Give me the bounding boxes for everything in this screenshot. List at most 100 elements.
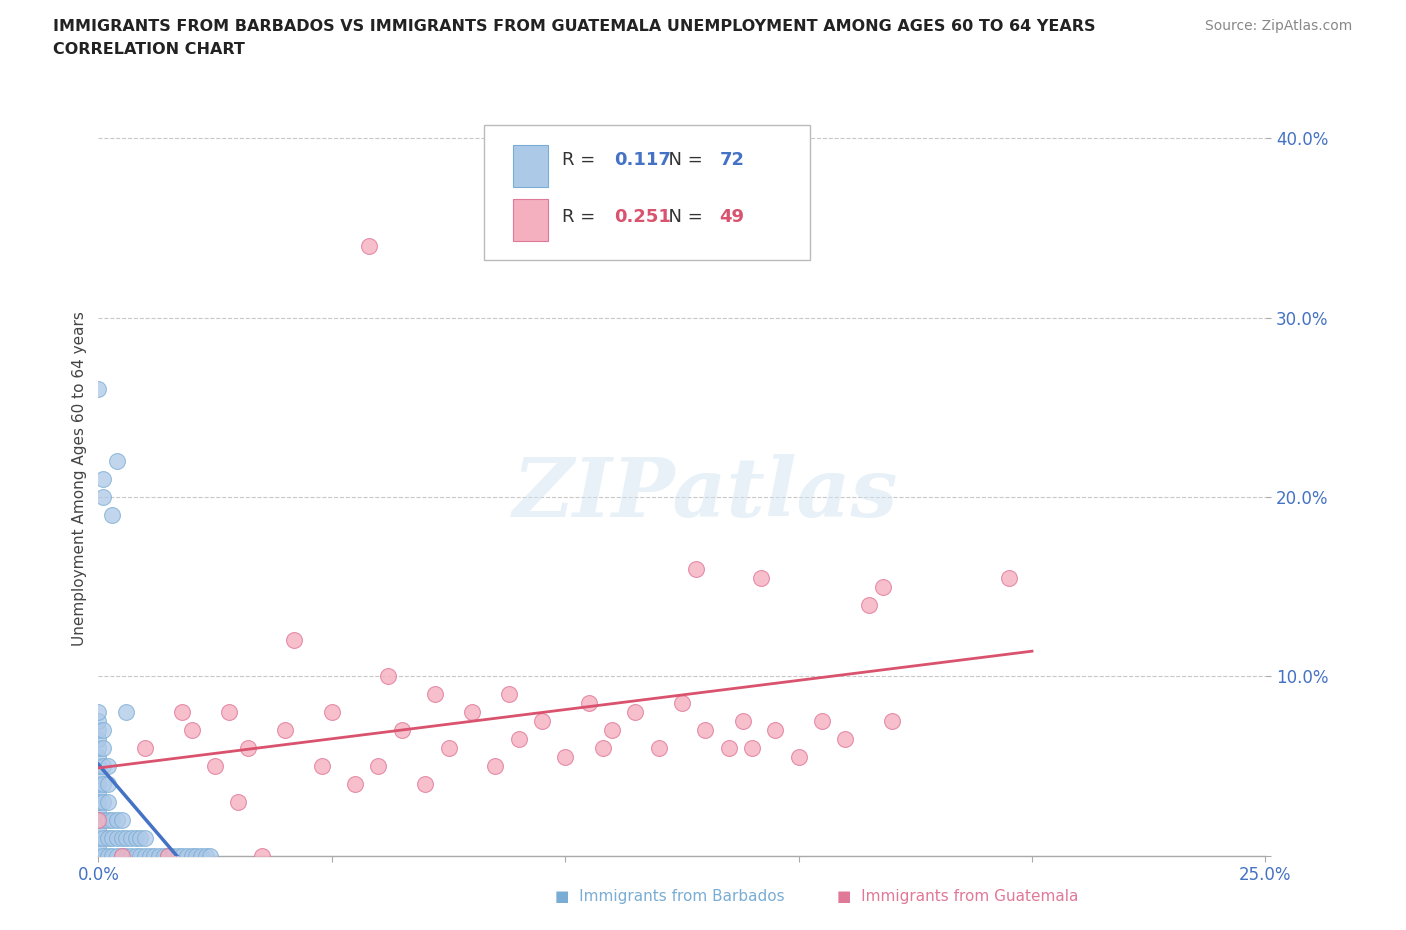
Point [685, 561, 707, 576]
Point [695, 723, 717, 737]
FancyBboxPatch shape [513, 145, 548, 187]
Point [91, 777, 114, 791]
Point [578, 696, 600, 711]
Point [125, 830, 148, 845]
Point [97, 848, 120, 863]
Point [763, 723, 786, 737]
Point [274, 723, 297, 737]
Point [190, 848, 212, 863]
Point [87, 705, 110, 720]
Point [111, 830, 134, 845]
Point [87, 812, 110, 827]
Point [87, 794, 110, 809]
Text: R =: R = [562, 152, 600, 169]
Point [129, 830, 152, 845]
Text: 49: 49 [720, 207, 744, 226]
Point [321, 705, 343, 720]
Point [461, 705, 484, 720]
Point [115, 848, 138, 863]
Point [87, 830, 110, 845]
FancyBboxPatch shape [484, 125, 810, 260]
FancyBboxPatch shape [513, 199, 548, 241]
Text: IMMIGRANTS FROM BARBADOS VS IMMIGRANTS FROM GUATEMALA UNEMPLOYMENT AMONG AGES 60: IMMIGRANTS FROM BARBADOS VS IMMIGRANTS F… [53, 19, 1095, 33]
Point [731, 713, 754, 728]
Point [87, 839, 110, 854]
Point [283, 633, 305, 648]
Point [129, 848, 152, 863]
Point [484, 759, 506, 774]
Point [437, 740, 460, 755]
Point [200, 848, 222, 863]
Point [647, 740, 669, 755]
Point [87, 804, 110, 818]
Point [172, 705, 194, 720]
Point [87, 382, 110, 397]
Point [87, 812, 110, 827]
Text: 72: 72 [720, 152, 744, 169]
Text: CORRELATION CHART: CORRELATION CHART [53, 42, 245, 57]
Point [250, 848, 273, 863]
Point [97, 794, 120, 809]
Point [592, 740, 614, 755]
Point [91, 489, 114, 504]
Point [139, 848, 162, 863]
Point [152, 848, 174, 863]
Point [741, 740, 763, 755]
Point [413, 777, 436, 791]
Point [97, 812, 120, 827]
Point [176, 848, 198, 863]
Point [87, 794, 110, 809]
Point [125, 848, 148, 863]
Point [186, 848, 208, 863]
Point [811, 713, 834, 728]
Point [157, 848, 180, 863]
Point [101, 508, 124, 523]
Y-axis label: Unemployment Among Ages 60 to 64 years: Unemployment Among Ages 60 to 64 years [72, 312, 87, 646]
Point [423, 686, 446, 701]
Point [87, 812, 110, 827]
Point [97, 759, 120, 774]
Point [87, 750, 110, 764]
Point [111, 848, 134, 863]
Text: Source: ZipAtlas.com: Source: ZipAtlas.com [1205, 19, 1353, 33]
Point [367, 759, 389, 774]
Point [91, 472, 114, 486]
Point [787, 750, 810, 764]
Point [134, 830, 156, 845]
Point [87, 848, 110, 863]
Point [180, 848, 202, 863]
Point [344, 777, 367, 791]
Point [508, 732, 530, 747]
Point [115, 705, 138, 720]
Point [111, 812, 134, 827]
Point [87, 785, 110, 800]
Point [134, 740, 156, 755]
Point [749, 570, 772, 585]
Point [997, 570, 1019, 585]
Point [105, 454, 128, 469]
Text: ■  Immigrants from Guatemala: ■ Immigrants from Guatemala [837, 889, 1078, 904]
Point [498, 686, 520, 701]
Point [105, 812, 128, 827]
Point [218, 705, 240, 720]
Point [120, 848, 142, 863]
Point [157, 848, 180, 863]
Point [134, 848, 156, 863]
Point [671, 696, 693, 711]
Point [311, 759, 333, 774]
Point [554, 750, 576, 764]
Point [101, 812, 124, 827]
Point [624, 705, 647, 720]
Point [391, 723, 413, 737]
Text: 0.117: 0.117 [614, 152, 671, 169]
Point [377, 669, 399, 684]
Point [180, 723, 202, 737]
Point [120, 830, 142, 845]
Point [111, 848, 134, 863]
Point [91, 759, 114, 774]
Point [87, 821, 110, 836]
Point [87, 740, 110, 755]
Point [194, 848, 217, 863]
Point [87, 777, 110, 791]
Point [91, 848, 114, 863]
